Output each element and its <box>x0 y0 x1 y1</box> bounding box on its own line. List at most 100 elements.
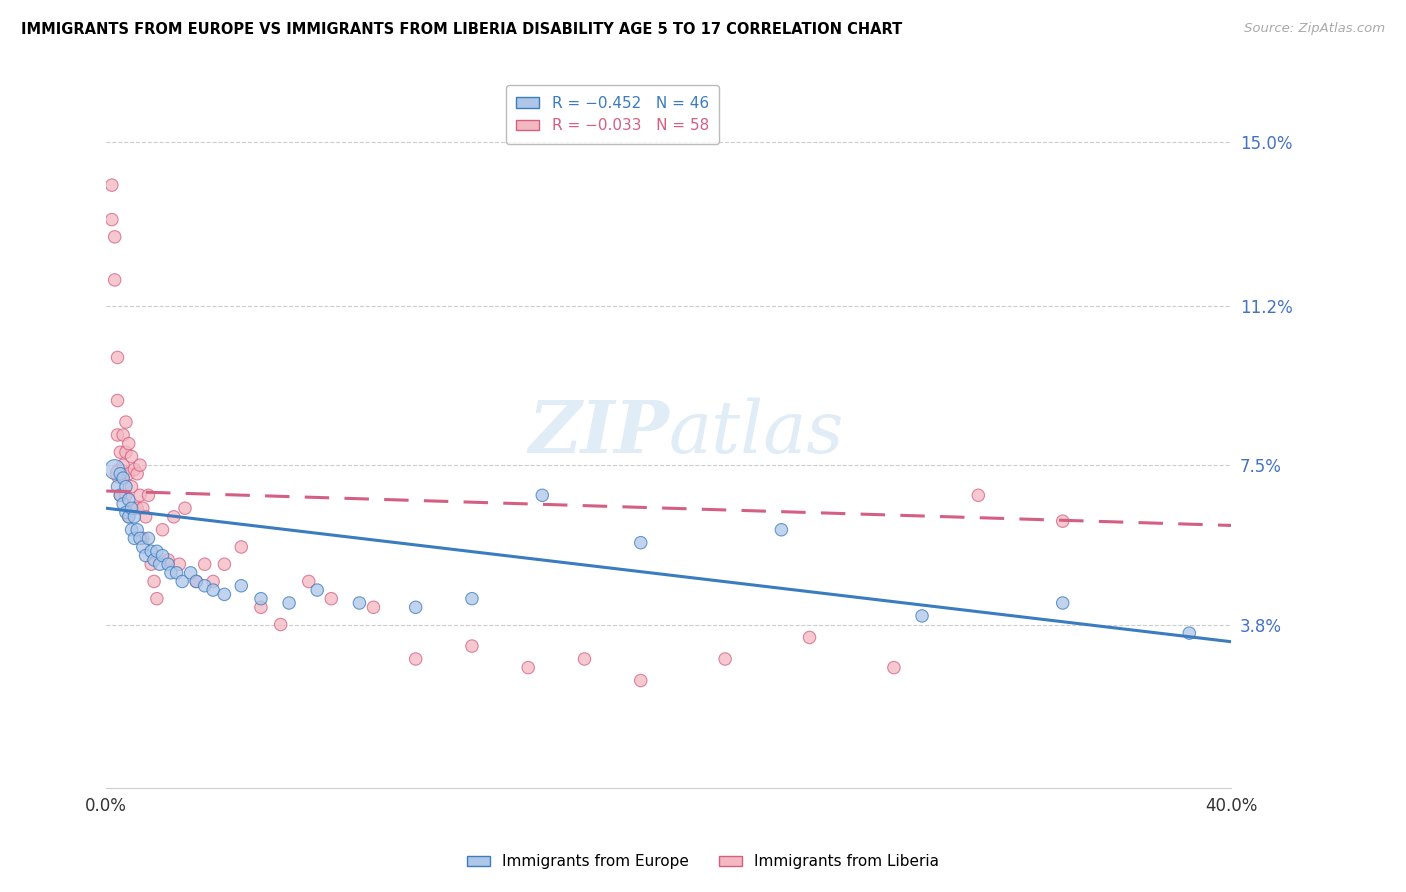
Point <box>141 544 163 558</box>
Point <box>770 523 793 537</box>
Point <box>118 492 141 507</box>
Point <box>107 393 129 408</box>
Point <box>141 558 163 572</box>
Point <box>160 566 183 580</box>
Point <box>152 523 174 537</box>
Point <box>214 558 236 572</box>
Point <box>278 596 301 610</box>
Point <box>461 591 484 606</box>
Point <box>799 631 821 645</box>
Point <box>118 509 141 524</box>
Point <box>143 574 166 589</box>
Point <box>405 652 427 666</box>
Point <box>138 532 160 546</box>
Point <box>967 488 990 502</box>
Point <box>138 488 160 502</box>
Point <box>186 574 208 589</box>
Point <box>110 467 132 481</box>
Point <box>1178 626 1201 640</box>
Legend: R = −0.452   N = 46, R = −0.033   N = 58: R = −0.452 N = 46, R = −0.033 N = 58 <box>506 85 720 145</box>
Point <box>363 600 385 615</box>
Point <box>157 553 180 567</box>
Point <box>112 471 135 485</box>
Point <box>127 523 149 537</box>
Point <box>574 652 596 666</box>
Point <box>202 574 225 589</box>
Text: ZIP: ZIP <box>529 397 669 468</box>
Text: Source: ZipAtlas.com: Source: ZipAtlas.com <box>1244 22 1385 36</box>
Point <box>115 488 138 502</box>
Point <box>127 501 149 516</box>
Point <box>186 574 208 589</box>
Point <box>174 501 197 516</box>
Point <box>231 579 253 593</box>
Point <box>121 523 143 537</box>
Point <box>169 558 191 572</box>
Point <box>298 574 321 589</box>
Point <box>349 596 371 610</box>
Point <box>118 509 141 524</box>
Point <box>107 351 129 365</box>
Point <box>146 591 169 606</box>
Point <box>104 462 127 476</box>
Point <box>172 574 194 589</box>
Point <box>531 488 554 502</box>
Point <box>112 428 135 442</box>
Point <box>104 273 127 287</box>
Point <box>135 509 157 524</box>
Point <box>107 480 129 494</box>
Point <box>307 583 329 598</box>
Point <box>194 558 217 572</box>
Point <box>115 506 138 520</box>
Point <box>129 532 152 546</box>
Point <box>112 497 135 511</box>
Point <box>115 480 138 494</box>
Point <box>121 480 143 494</box>
Point <box>110 488 132 502</box>
Point <box>132 540 155 554</box>
Point <box>250 600 273 615</box>
Point <box>135 549 157 563</box>
Point <box>118 436 141 450</box>
Point <box>149 558 172 572</box>
Point <box>630 535 652 549</box>
Point <box>112 458 135 472</box>
Point <box>461 639 484 653</box>
Point <box>101 178 124 193</box>
Point <box>405 600 427 615</box>
Point <box>163 509 186 524</box>
Point <box>180 566 202 580</box>
Point <box>270 617 292 632</box>
Point <box>152 549 174 563</box>
Text: atlas: atlas <box>669 398 845 468</box>
Point <box>129 488 152 502</box>
Point <box>911 608 934 623</box>
Point <box>118 467 141 481</box>
Point <box>883 660 905 674</box>
Point <box>124 462 146 476</box>
Point <box>124 501 146 516</box>
Point <box>124 532 146 546</box>
Point <box>231 540 253 554</box>
Point <box>104 230 127 244</box>
Point <box>630 673 652 688</box>
Point <box>127 467 149 481</box>
Point <box>194 579 217 593</box>
Text: IMMIGRANTS FROM EUROPE VS IMMIGRANTS FROM LIBERIA DISABILITY AGE 5 TO 17 CORRELA: IMMIGRANTS FROM EUROPE VS IMMIGRANTS FRO… <box>21 22 903 37</box>
Point <box>121 501 143 516</box>
Point <box>143 553 166 567</box>
Point <box>115 415 138 429</box>
Point <box>157 558 180 572</box>
Point <box>129 458 152 472</box>
Point <box>124 509 146 524</box>
Point <box>110 445 132 459</box>
Point <box>214 587 236 601</box>
Point <box>107 428 129 442</box>
Point <box>202 583 225 598</box>
Point <box>1052 514 1074 528</box>
Legend: Immigrants from Europe, Immigrants from Liberia: Immigrants from Europe, Immigrants from … <box>461 848 945 875</box>
Point <box>132 501 155 516</box>
Point <box>110 488 132 502</box>
Point <box>166 566 188 580</box>
Point <box>110 467 132 481</box>
